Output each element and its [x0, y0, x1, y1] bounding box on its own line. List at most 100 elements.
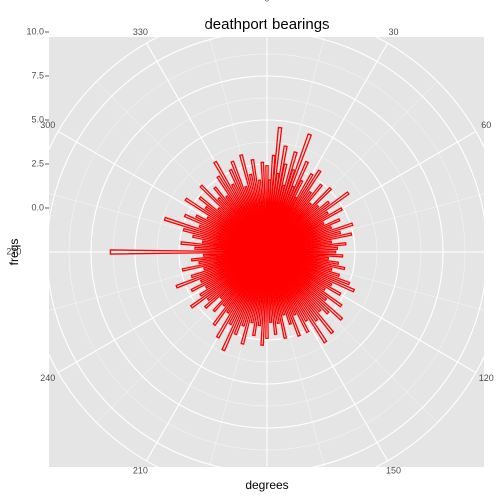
bar-309 — [198, 195, 268, 253]
bar-108 — [266, 251, 341, 278]
bar-315 — [199, 184, 268, 253]
y-axis-title: freqs — [7, 239, 21, 266]
radial-tick-label: 7.5 — [31, 70, 44, 80]
bar-267 — [203, 251, 268, 257]
bar-318 — [217, 196, 268, 253]
bar-26 — [266, 179, 304, 253]
radial-tick-label: 0.0 — [31, 202, 44, 212]
bar-219 — [222, 251, 268, 307]
bar-210 — [215, 251, 269, 339]
bar-336 — [228, 168, 268, 253]
angle-tick-label-330: 330 — [133, 27, 148, 37]
bar-117 — [266, 251, 333, 287]
bar-357 — [260, 161, 268, 253]
bar-150 — [265, 251, 309, 322]
bar-120 — [266, 250, 342, 297]
bar-330 — [213, 160, 269, 253]
bar-18 — [266, 168, 296, 253]
bar-87 — [266, 246, 339, 253]
bar-237 — [199, 251, 268, 297]
bar-342 — [244, 185, 268, 253]
bar-189 — [251, 251, 268, 337]
bar-213 — [226, 251, 268, 314]
bar-264 — [190, 251, 268, 262]
bar-57 — [266, 211, 329, 253]
bar-333 — [230, 183, 268, 253]
angle-tick-label-120: 120 — [479, 373, 494, 383]
bar-339 — [230, 160, 268, 253]
angle-tick-label-240: 240 — [40, 373, 55, 383]
bar-216 — [212, 251, 268, 327]
bar-282 — [192, 234, 268, 253]
angle-tick-label-30: 30 — [389, 27, 399, 37]
bar-285 — [182, 227, 268, 253]
angle-tick-label-150: 150 — [386, 466, 401, 476]
bar-204 — [221, 251, 268, 352]
bar-39 — [266, 183, 324, 253]
bar-321 — [213, 186, 268, 253]
bar-246 — [199, 251, 268, 284]
radial-tick-labels: 0.0 2.5 5.0 7.5 10.0 — [26, 26, 49, 212]
bar-54 — [266, 191, 350, 253]
bar-63 — [266, 221, 325, 253]
bar-183 — [260, 251, 268, 346]
angle-tick-label-60: 60 — [481, 120, 491, 130]
bar-126 — [266, 251, 343, 308]
angle-tick-label-300: 300 — [40, 120, 55, 130]
bar-228 — [203, 251, 268, 310]
bar-291 — [198, 224, 268, 253]
bar-234 — [189, 251, 268, 309]
angle-tick-label-210: 210 — [133, 466, 148, 476]
bar-312 — [217, 206, 268, 253]
bar-69 — [266, 225, 333, 253]
bar-20 — [266, 133, 313, 253]
bar-99 — [266, 251, 340, 265]
bar-240 — [204, 250, 268, 289]
bar-81 — [266, 240, 333, 253]
bar-300 — [206, 216, 268, 254]
bar-33 — [266, 169, 322, 253]
bar-294 — [183, 213, 268, 253]
angle-tick-label-0: 0 — [264, 0, 269, 3]
bar-135 — [266, 251, 330, 315]
bar-132 — [266, 251, 344, 322]
bar-159 — [266, 251, 302, 338]
bar-201 — [233, 251, 268, 336]
bar-276 — [180, 241, 268, 253]
bar-279 — [201, 240, 268, 253]
bar-261 — [198, 251, 268, 265]
bar-0 — [265, 165, 269, 253]
bar-8 — [266, 172, 280, 253]
radial-tick-label: 10.0 — [26, 26, 44, 36]
bar-4 — [266, 154, 276, 253]
bar-222 — [212, 251, 268, 313]
bar-231 — [206, 251, 268, 302]
bar-93 — [266, 251, 344, 258]
bar-30 — [265, 172, 314, 253]
bar-180 — [265, 251, 269, 339]
bar-10 — [266, 145, 288, 253]
bar-345 — [238, 153, 268, 253]
bar-351 — [250, 158, 268, 253]
bar-171 — [266, 251, 280, 325]
bar-252 — [190, 251, 268, 279]
bar-243 — [190, 251, 268, 293]
bar-96 — [266, 251, 330, 260]
bar-24 — [266, 160, 310, 253]
bar-48 — [266, 204, 320, 253]
bar-90 — [266, 250, 337, 254]
bar-141 — [266, 251, 335, 335]
bar-111 — [266, 251, 351, 286]
bar-45 — [266, 186, 333, 253]
bar-195 — [240, 251, 268, 345]
bar-168 — [266, 251, 288, 340]
bar-36 — [266, 190, 313, 253]
bar-78 — [266, 232, 353, 253]
bar-207 — [228, 251, 268, 326]
bar-51 — [266, 200, 331, 253]
bar-288 — [163, 216, 268, 253]
bar-123 — [266, 251, 326, 292]
bar-306 — [204, 205, 268, 253]
bar-75 — [266, 230, 342, 253]
